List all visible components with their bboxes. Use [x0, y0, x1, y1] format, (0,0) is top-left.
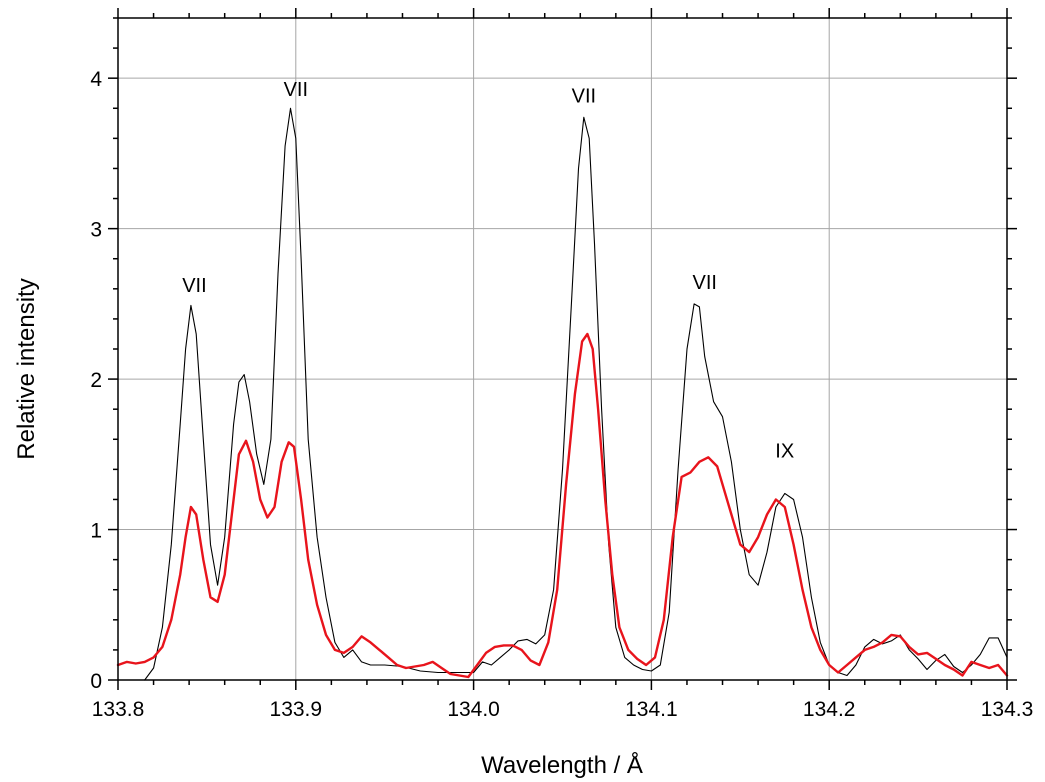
x-tick-label: 134.0 — [447, 698, 500, 721]
x-tick-label: 134.2 — [803, 698, 856, 721]
series-group — [116, 107, 1009, 681]
x-tick-label: 133.9 — [270, 698, 323, 721]
peak-label: VII — [182, 275, 206, 297]
x-axis-title: Wavelength / Å — [481, 751, 643, 779]
peak-label: VII — [284, 79, 308, 101]
y-axis-title: Relative intensity — [13, 278, 40, 459]
ticks — [108, 8, 1017, 690]
peak-label: VII — [693, 272, 717, 294]
peak-label: IX — [775, 440, 794, 462]
y-tick-label: 4 — [90, 68, 102, 91]
y-tick-label: 3 — [90, 219, 102, 242]
x-tick-label: 134.1 — [625, 698, 678, 721]
x-tick-label: 133.8 — [92, 698, 145, 721]
peak-label: VII — [572, 85, 596, 107]
y-tick-label: 1 — [90, 520, 102, 543]
series-line-2 — [116, 332, 1009, 679]
series-line-1 — [144, 107, 1008, 681]
peak-annotations: VII VII VII VII IX — [182, 79, 794, 462]
x-tick-label: 134.3 — [981, 698, 1034, 721]
tick-labels: 133.8 133.9 134.0 134.1 134.2 134.3 0 1 2 3 4 — [90, 68, 1033, 721]
y-tick-label: 0 — [90, 670, 102, 693]
y-tick-label: 2 — [90, 369, 102, 392]
